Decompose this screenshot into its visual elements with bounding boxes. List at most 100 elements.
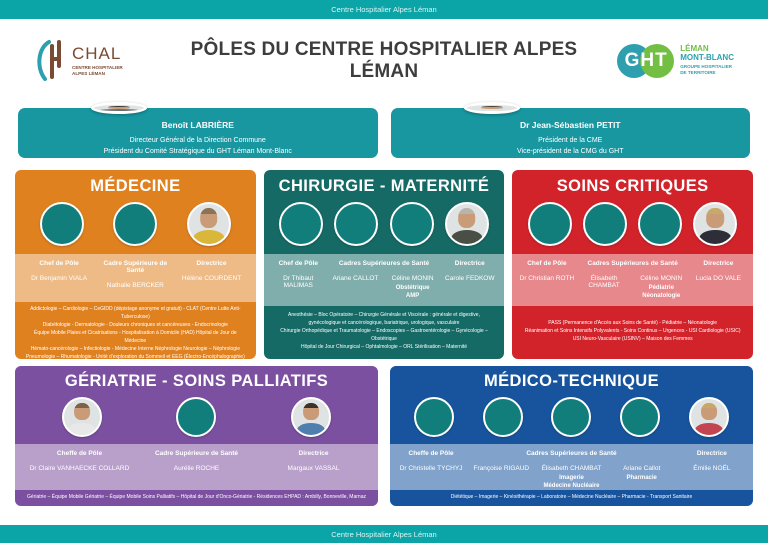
poles-row-1: MÉDECINE Chef de Pôle Dr Benjamin VIALA …: [0, 170, 768, 359]
member-name: Hélène COURDENT: [181, 275, 242, 282]
avatar-placeholder-circle: [113, 202, 158, 246]
member-name: Élisabeth CHAMBAT: [541, 465, 602, 472]
avatar-photo: [444, 202, 489, 246]
directors-row: Benoît LABRIÈRE Directeur Général de la …: [0, 97, 768, 168]
director-roles: Président de la CME Vice-président de la…: [517, 137, 624, 156]
member-name: Aurélie ROCHE: [173, 465, 220, 472]
chal-logo: CHAL CENTRE HOSPITALIER ALPES LÉMAN: [34, 35, 184, 87]
ght-circle-green: [640, 44, 675, 78]
role-label: Directrice: [196, 260, 227, 267]
member-name: Émilie NOËL: [693, 465, 731, 472]
role-label: Cadres Supérieures de Santé: [587, 260, 678, 267]
avatar-row: [512, 202, 753, 246]
director-photo: [91, 102, 147, 115]
pole-title: MÉDICO-TECHNIQUE: [483, 372, 660, 390]
ght-groupe: GROUPE HOSPITALIER DE TERRITOIRE: [680, 64, 732, 76]
pole-chirurgie-maternite: CHIRURGIE - MATERNITÉ Chef de Pôle Dr Th…: [263, 170, 505, 359]
director-name: Dr Jean-Sébastien PETIT: [519, 120, 621, 131]
member-name: Ariane Callot: [623, 465, 661, 472]
role-label: Directrice: [703, 260, 734, 267]
avatar-placeholder-circle: [334, 202, 379, 246]
pole-soins-critiques: SOINS CRITIQUES Chef de Pôle Dr Christia…: [512, 170, 754, 359]
member-name: Élisabeth CHAMBAT: [588, 275, 620, 289]
avatar-placeholder-circle: [583, 202, 628, 246]
avatar-placeholder-circle: [638, 202, 683, 246]
pole-services: Addictologie – Cardiologie – CeGIDD (dép…: [25, 306, 245, 359]
member-name: Dr Thibaut MALIMAS: [283, 275, 314, 289]
roles-band: Chef de Pôle Dr Thibaut MALIMAS Cadres S…: [263, 254, 505, 306]
ght-logo-icon: GHT: [617, 41, 675, 81]
avatar-placeholder-circle: [414, 397, 455, 437]
pole-title: GÉRIATRIE - SOINS PALLIATIFS: [64, 372, 329, 390]
ght-leman: LÉMAN: [680, 44, 709, 54]
roles-band: Chef de Pôle Dr Christian ROTH Cadres Su…: [512, 254, 754, 306]
role-label: Cadres Supérieures de Santé: [526, 450, 617, 457]
director-card-petit: Dr Jean-Sébastien PETIT Président de la …: [390, 102, 750, 158]
role-label: Directrice: [454, 260, 485, 267]
avatar-photo: [62, 397, 103, 437]
member-name: Margaux VASSAL: [287, 465, 340, 472]
role-label: Cadre Supérieure de Santé: [154, 450, 239, 457]
chal-logo-text: CHAL CENTRE HOSPITALIER ALPES LÉMAN: [72, 45, 123, 78]
director-name: Benoît LABRIÈRE: [161, 120, 234, 131]
role-label: Cheffe de Pôle: [408, 450, 454, 457]
member-name: Céline MONIN: [640, 275, 683, 282]
member-name: Lucia DO VALE: [695, 275, 741, 282]
member-name: Dr Benjamin VIALA: [31, 275, 88, 282]
director-roles: Directeur Général de la Direction Commun…: [103, 137, 292, 156]
ght-logo-text: LÉMAN MONT-BLANC GROUPE HOSPITALIER DE T…: [680, 45, 734, 76]
pole-title: CHIRURGIE - MATERNITÉ: [278, 177, 490, 195]
member-name: Céline MONIN: [391, 275, 434, 282]
poles-row-2: GÉRIATRIE - SOINS PALLIATIFS Cheffe de P…: [0, 366, 768, 506]
role-label: Chef de Pôle: [278, 260, 318, 267]
avatar-row: [15, 202, 256, 246]
avatar-row: [264, 202, 505, 246]
member-unit: Imagerie Médecine Nucléaire: [543, 475, 600, 489]
ght-acronym: GHT: [624, 50, 668, 71]
member-unit: Pédiatrie Néonatologie: [642, 285, 681, 299]
role-label: Chef de Pôle: [527, 260, 567, 267]
avatar-row: [15, 397, 378, 437]
pole-geriatrie-soins-palliatifs: GÉRIATRIE - SOINS PALLIATIFS Cheffe de P…: [15, 366, 378, 506]
pole-services: Diététique – Imagerie – Kinésithérapie –…: [450, 494, 693, 500]
header: CHAL CENTRE HOSPITALIER ALPES LÉMAN PÔLE…: [0, 19, 768, 97]
avatar-placeholder-circle: [279, 202, 324, 246]
member-name: Nathalie BERCKER: [106, 282, 164, 289]
chal-subtitle: CENTRE HOSPITALIER ALPES LÉMAN: [72, 64, 123, 76]
role-label: Chef de Pôle: [39, 260, 79, 267]
top-banner: Centre Hospitalier Alpes Léman: [0, 0, 768, 19]
roles-band: Cheffe de Pôle Dr Claire VANHAECKE COLLA…: [15, 444, 378, 490]
avatar-photo: [688, 397, 729, 437]
member-name: Ariane CALLOT: [332, 275, 379, 282]
avatar-photo: [290, 397, 331, 437]
pole-services: Anesthésie – Bloc Opératoire – Chirurgie…: [280, 311, 488, 350]
pole-title: MÉDECINE: [90, 177, 181, 195]
role-label: Cadre Supérieure de Santé: [103, 260, 168, 274]
roles-band: Cheffe de Pôle Dr Christelle TYCHYJ Cadr…: [390, 444, 753, 490]
page-title: PÔLES DU CENTRE HOSPITALIER ALPES LÉMAN: [190, 39, 578, 82]
avatar-placeholder-circle: [482, 397, 523, 437]
member-name: Carole FEDKOW: [445, 275, 495, 282]
pole-services: PASS (Permanence d'Accès aux Soins de Sa…: [524, 319, 741, 342]
bottom-banner: Centre Hospitalier Alpes Léman: [0, 525, 768, 543]
avatar-photo: [186, 202, 231, 246]
member-name: Dr Christian ROTH: [519, 275, 575, 282]
avatar-placeholder-circle: [551, 397, 592, 437]
pole-title: SOINS CRITIQUES: [556, 177, 709, 195]
member-name: Dr Claire VANHAECKE COLLARD: [29, 465, 130, 472]
ght-logo: GHT LÉMAN MONT-BLANC GROUPE HOSPITALIER …: [584, 41, 734, 81]
director-photo: [463, 102, 520, 115]
member-unit: Obstétrique AMP: [395, 285, 430, 299]
role-label: Directrice: [696, 450, 727, 457]
avatar-placeholder-circle: [620, 397, 661, 437]
avatar-placeholder-circle: [39, 202, 84, 246]
avatar-photo: [693, 202, 738, 246]
chal-acronym: CHAL: [72, 43, 122, 63]
role-label: Cadres Supérieures de Santé: [338, 260, 430, 267]
director-card-labriere: Benoît LABRIÈRE Directeur Général de la …: [18, 102, 378, 158]
member-name: Dr Christelle TYCHYJ: [399, 465, 463, 472]
role-label: Directrice: [298, 450, 329, 457]
avatar-placeholder-circle: [527, 202, 572, 246]
avatar-placeholder-circle: [176, 397, 217, 437]
